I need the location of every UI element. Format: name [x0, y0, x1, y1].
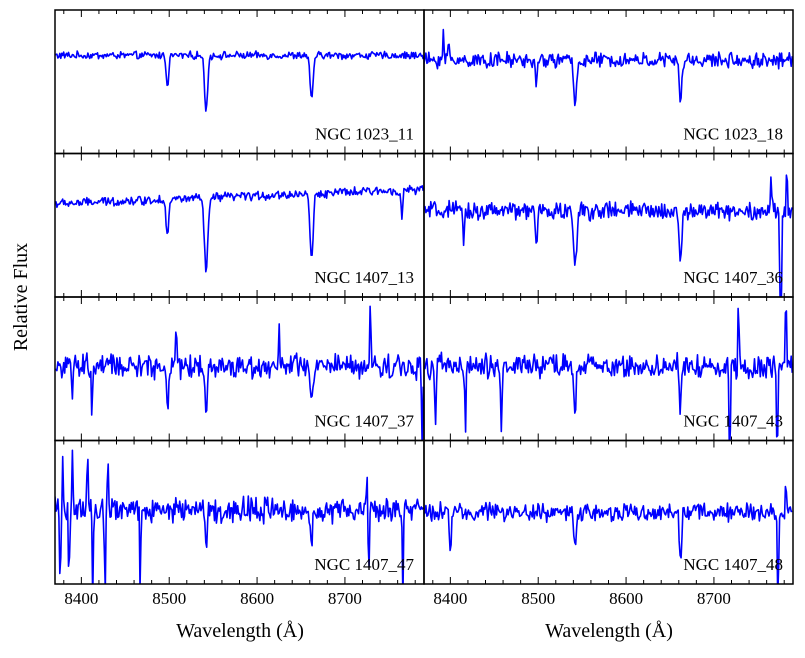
panel-label: NGC 1023_11	[315, 125, 414, 144]
x-tick-label: 8600	[240, 589, 274, 608]
spectrum-panel: NGC 1407_37	[54, 296, 425, 442]
x-tick-label: 8600	[609, 589, 643, 608]
spectrum-panel: NGC 1407_48	[423, 439, 794, 585]
spectrum-panel: NGC 1407_36	[423, 152, 794, 298]
spectrum-panel: NGC 1023_18	[423, 9, 794, 155]
spectrum-panel: NGC 1407_13	[54, 152, 425, 298]
panel-grid: NGC 1023_11 NGC 1023_18 NGC 1407_13 NGC 140…	[54, 9, 794, 585]
x-tick-label: 8400	[64, 589, 98, 608]
spectrum-line	[55, 184, 424, 273]
x-tick-label: 8500	[152, 589, 186, 608]
spectrum-line	[55, 50, 424, 112]
panel-label: NGC 1407_47	[314, 555, 414, 574]
panel-label: NGC 1407_36	[683, 268, 783, 287]
spectrum-panel: NGC 1023_11	[54, 9, 425, 155]
panel-label: NGC 1407_37	[314, 412, 414, 431]
x-axis-label-left: Wavelength (Å)	[176, 620, 304, 642]
x-tick-labels: 8400 8500 8600 8700 8400 8500 8600 8700	[64, 589, 731, 608]
spectrum-line	[424, 307, 793, 441]
spectrum-line	[55, 449, 424, 584]
spectrum-panel: NGC 1407_43	[423, 296, 794, 442]
spectrum-line	[424, 28, 793, 107]
panel-label: NGC 1407_13	[314, 268, 414, 287]
x-tick-label: 8700	[328, 589, 362, 608]
spectrum-line	[424, 485, 793, 584]
x-tick-label: 8500	[521, 589, 555, 608]
panel-label: NGC 1407_43	[683, 412, 783, 431]
panel-label: NGC 1407_48	[683, 555, 783, 574]
x-axis-label-right: Wavelength (Å)	[545, 620, 673, 642]
panel-label: NGC 1023_18	[683, 125, 783, 144]
y-axis-label: Relative Flux	[10, 243, 32, 351]
x-tick-label: 8700	[697, 589, 731, 608]
spectrum-panel: NGC 1407_47	[54, 439, 425, 585]
x-tick-label: 8400	[433, 589, 467, 608]
spectrum-line	[55, 305, 424, 441]
spectrum-line	[424, 174, 793, 297]
